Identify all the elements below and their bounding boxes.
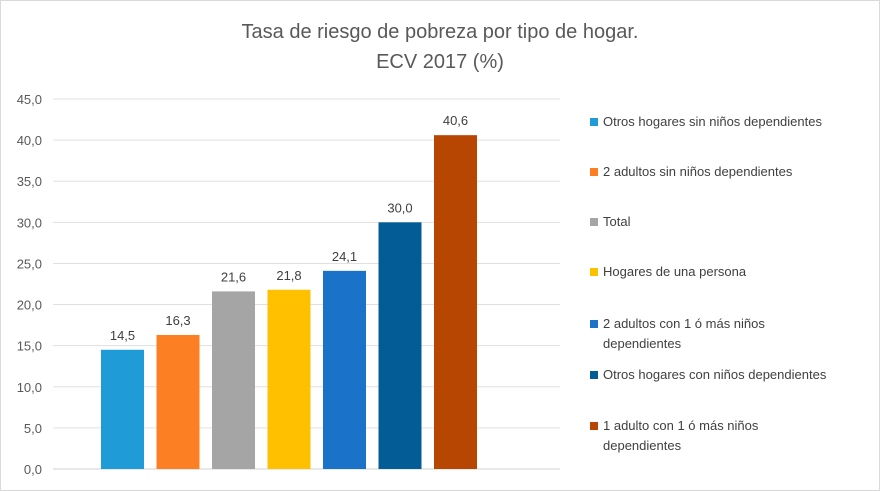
legend-item: Otros hogares con niños dependientes [590, 365, 875, 385]
legend-swatch [590, 268, 598, 276]
y-tick-label: 45,0 [17, 92, 42, 107]
legend-swatch [590, 320, 598, 328]
legend-swatch [590, 422, 598, 430]
y-tick-label: 40,0 [17, 133, 42, 148]
legend-label: Otros hogares con niños dependientes [603, 367, 827, 382]
legend-item: Hogares de una persona [590, 262, 875, 282]
legend-swatch [590, 118, 598, 126]
bar-3 [212, 291, 255, 469]
legend-label: Hogares de una persona [603, 264, 747, 279]
legend-label: 2 adultos con 1 ó más niños dependientes [603, 316, 765, 351]
y-tick-label: 35,0 [17, 174, 42, 189]
y-tick-label: 10,0 [17, 380, 42, 395]
legend-item: 1 adulto con 1 ó más niños dependientes [590, 416, 875, 456]
legend-swatch [590, 218, 598, 226]
bar-5 [323, 270, 366, 469]
legend-item: Otros hogares sin niños dependientes [590, 112, 875, 132]
data-label: 30,0 [387, 200, 412, 215]
data-label: 40,6 [443, 113, 468, 128]
bar-4 [267, 289, 311, 469]
legend-label: Otros hogares sin niños dependientes [603, 114, 822, 129]
legend-item: Total [590, 212, 875, 232]
y-tick-label: 0,0 [24, 462, 42, 477]
bar-6 [378, 222, 422, 469]
bar-2 [156, 334, 200, 469]
legend-label: 2 adultos sin niños dependientes [603, 164, 793, 179]
data-label: 21,6 [221, 269, 246, 284]
legend-label: 1 adulto con 1 ó más niños dependientes [603, 418, 759, 453]
y-tick-label: 20,0 [17, 298, 42, 313]
data-label: 16,3 [165, 313, 190, 328]
data-label: 14,5 [110, 328, 135, 343]
y-tick-label: 15,0 [17, 339, 42, 354]
y-tick-label: 5,0 [24, 421, 42, 436]
legend-item: 2 adultos con 1 ó más niños dependientes [590, 314, 875, 354]
chart-title-line-1: Tasa de riesgo de pobreza por tipo de ho… [241, 21, 639, 43]
legend-label: Total [603, 214, 631, 229]
data-label: 24,1 [332, 249, 357, 264]
chart-title-line-2: ECV 2017 (%) [376, 51, 504, 73]
bar-1 [101, 349, 144, 469]
legend-swatch [590, 168, 598, 176]
legend-item: 2 adultos sin niños dependientes [590, 162, 875, 182]
bar-7 [434, 135, 477, 469]
y-tick-label: 25,0 [17, 256, 42, 271]
data-label: 21,8 [276, 268, 301, 283]
legend-swatch [590, 371, 598, 379]
y-tick-label: 30,0 [17, 215, 42, 230]
